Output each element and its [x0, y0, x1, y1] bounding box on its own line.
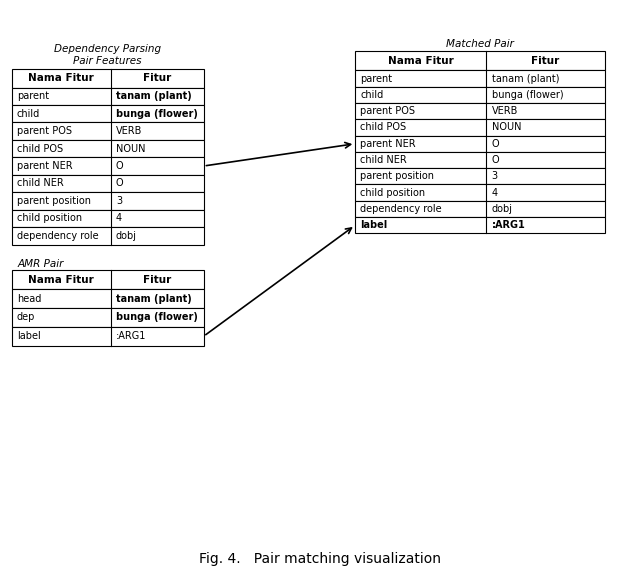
Text: parent POS: parent POS	[360, 106, 415, 116]
Text: parent position: parent position	[360, 172, 435, 181]
Text: parent NER: parent NER	[17, 161, 72, 171]
Text: Nama Fitur: Nama Fitur	[388, 56, 454, 66]
Text: 3: 3	[492, 172, 498, 181]
Text: O: O	[492, 139, 499, 149]
FancyBboxPatch shape	[355, 168, 605, 184]
Text: dobj: dobj	[116, 231, 137, 241]
Text: O: O	[116, 161, 124, 171]
Text: O: O	[492, 155, 499, 165]
Text: 4: 4	[492, 188, 498, 197]
FancyBboxPatch shape	[12, 157, 204, 174]
Text: 4: 4	[116, 213, 122, 223]
Text: VERB: VERB	[116, 126, 142, 136]
Text: Dependency Parsing
Pair Features: Dependency Parsing Pair Features	[54, 44, 161, 66]
Text: Matched Pair: Matched Pair	[446, 39, 514, 49]
Text: parent NER: parent NER	[360, 139, 416, 149]
Text: child POS: child POS	[17, 144, 63, 153]
Text: child NER: child NER	[360, 155, 407, 165]
FancyBboxPatch shape	[12, 227, 204, 244]
Text: bunga (flower): bunga (flower)	[116, 109, 198, 118]
Text: Fig. 4.   Pair matching visualization: Fig. 4. Pair matching visualization	[199, 553, 441, 566]
FancyBboxPatch shape	[355, 217, 605, 233]
FancyBboxPatch shape	[12, 289, 204, 308]
Text: child NER: child NER	[17, 178, 63, 188]
FancyBboxPatch shape	[355, 201, 605, 217]
Text: dobj: dobj	[492, 204, 513, 214]
FancyBboxPatch shape	[12, 270, 204, 289]
Text: O: O	[116, 178, 124, 188]
Text: label: label	[17, 331, 40, 341]
Text: head: head	[17, 293, 41, 304]
Text: dependency role: dependency role	[17, 231, 99, 241]
Text: Fitur: Fitur	[143, 73, 172, 83]
Text: 3: 3	[116, 196, 122, 206]
FancyBboxPatch shape	[12, 209, 204, 227]
FancyBboxPatch shape	[355, 51, 605, 70]
Text: tanam (plant): tanam (plant)	[116, 293, 191, 304]
Text: NOUN: NOUN	[492, 122, 521, 132]
Text: VERB: VERB	[492, 106, 518, 116]
Text: parent: parent	[360, 74, 392, 84]
FancyBboxPatch shape	[355, 152, 605, 168]
Text: Nama Fitur: Nama Fitur	[28, 275, 94, 285]
Text: dependency role: dependency role	[360, 204, 442, 214]
FancyBboxPatch shape	[12, 308, 204, 327]
Text: child: child	[360, 90, 383, 100]
Text: parent POS: parent POS	[17, 126, 72, 136]
Text: bunga (flower): bunga (flower)	[116, 312, 198, 323]
Text: parent position: parent position	[17, 196, 91, 206]
FancyBboxPatch shape	[12, 88, 204, 105]
Text: child POS: child POS	[360, 122, 406, 132]
FancyBboxPatch shape	[12, 105, 204, 122]
FancyBboxPatch shape	[12, 174, 204, 192]
Text: :ARG1: :ARG1	[492, 220, 525, 230]
Text: Fitur: Fitur	[531, 56, 560, 66]
FancyBboxPatch shape	[355, 103, 605, 119]
Text: Fitur: Fitur	[143, 275, 172, 285]
FancyBboxPatch shape	[355, 136, 605, 152]
FancyBboxPatch shape	[355, 119, 605, 136]
FancyBboxPatch shape	[355, 86, 605, 103]
Text: child position: child position	[360, 188, 426, 197]
Text: :ARG1: :ARG1	[116, 331, 146, 341]
Text: label: label	[360, 220, 388, 230]
Text: bunga (flower): bunga (flower)	[492, 90, 563, 100]
FancyBboxPatch shape	[12, 140, 204, 157]
Text: dep: dep	[17, 312, 35, 323]
FancyBboxPatch shape	[355, 70, 605, 86]
Text: AMR Pair: AMR Pair	[18, 259, 64, 268]
FancyBboxPatch shape	[12, 192, 204, 209]
FancyBboxPatch shape	[12, 69, 204, 88]
Text: Nama Fitur: Nama Fitur	[28, 73, 94, 83]
FancyBboxPatch shape	[355, 184, 605, 201]
FancyBboxPatch shape	[12, 122, 204, 140]
Text: tanam (plant): tanam (plant)	[116, 92, 191, 101]
Text: child: child	[17, 109, 40, 118]
Text: tanam (plant): tanam (plant)	[492, 74, 559, 84]
Text: parent: parent	[17, 92, 49, 101]
Text: NOUN: NOUN	[116, 144, 145, 153]
Text: child position: child position	[17, 213, 82, 223]
FancyBboxPatch shape	[12, 327, 204, 345]
